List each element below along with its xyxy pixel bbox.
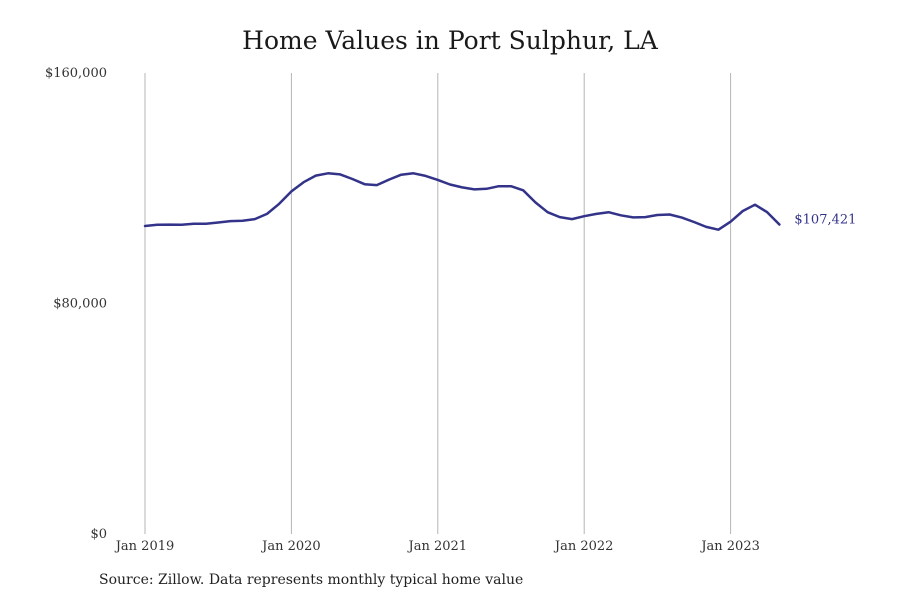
series-line <box>143 172 781 231</box>
x-tick-label: Jan 2023 <box>699 539 760 554</box>
y-tick-label: $0 <box>90 527 107 542</box>
grid-lines <box>144 73 732 534</box>
x-tick-label: Jan 2021 <box>407 539 468 554</box>
y-axis-ticks: $0 $80,000 $160,000 <box>45 66 107 542</box>
x-tick-label: Jan 2022 <box>553 539 614 554</box>
chart-title: Home Values in Port Sulphur, LA <box>242 26 658 55</box>
x-tick-label: Jan 2020 <box>260 539 321 554</box>
y-tick-label: $80,000 <box>53 297 107 312</box>
source-note: Source: Zillow. Data represents monthly … <box>99 572 524 588</box>
y-tick-label: $160,000 <box>45 66 107 81</box>
end-value-label: $107,421 <box>794 212 856 227</box>
x-axis-ticks: Jan 2019 Jan 2020 Jan 2021 Jan 2022 Jan 2023 <box>114 539 760 554</box>
x-tick-label: Jan 2019 <box>114 539 175 554</box>
